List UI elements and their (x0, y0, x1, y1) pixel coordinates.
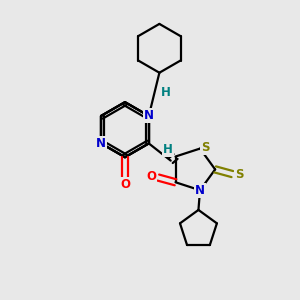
Text: H: H (161, 86, 171, 99)
Text: O: O (120, 178, 130, 191)
Text: N: N (96, 137, 106, 150)
Text: N: N (195, 184, 205, 197)
Text: N: N (144, 110, 154, 122)
Text: S: S (201, 141, 210, 154)
Text: H: H (163, 142, 173, 156)
Text: O: O (146, 169, 156, 182)
Text: S: S (235, 168, 244, 181)
